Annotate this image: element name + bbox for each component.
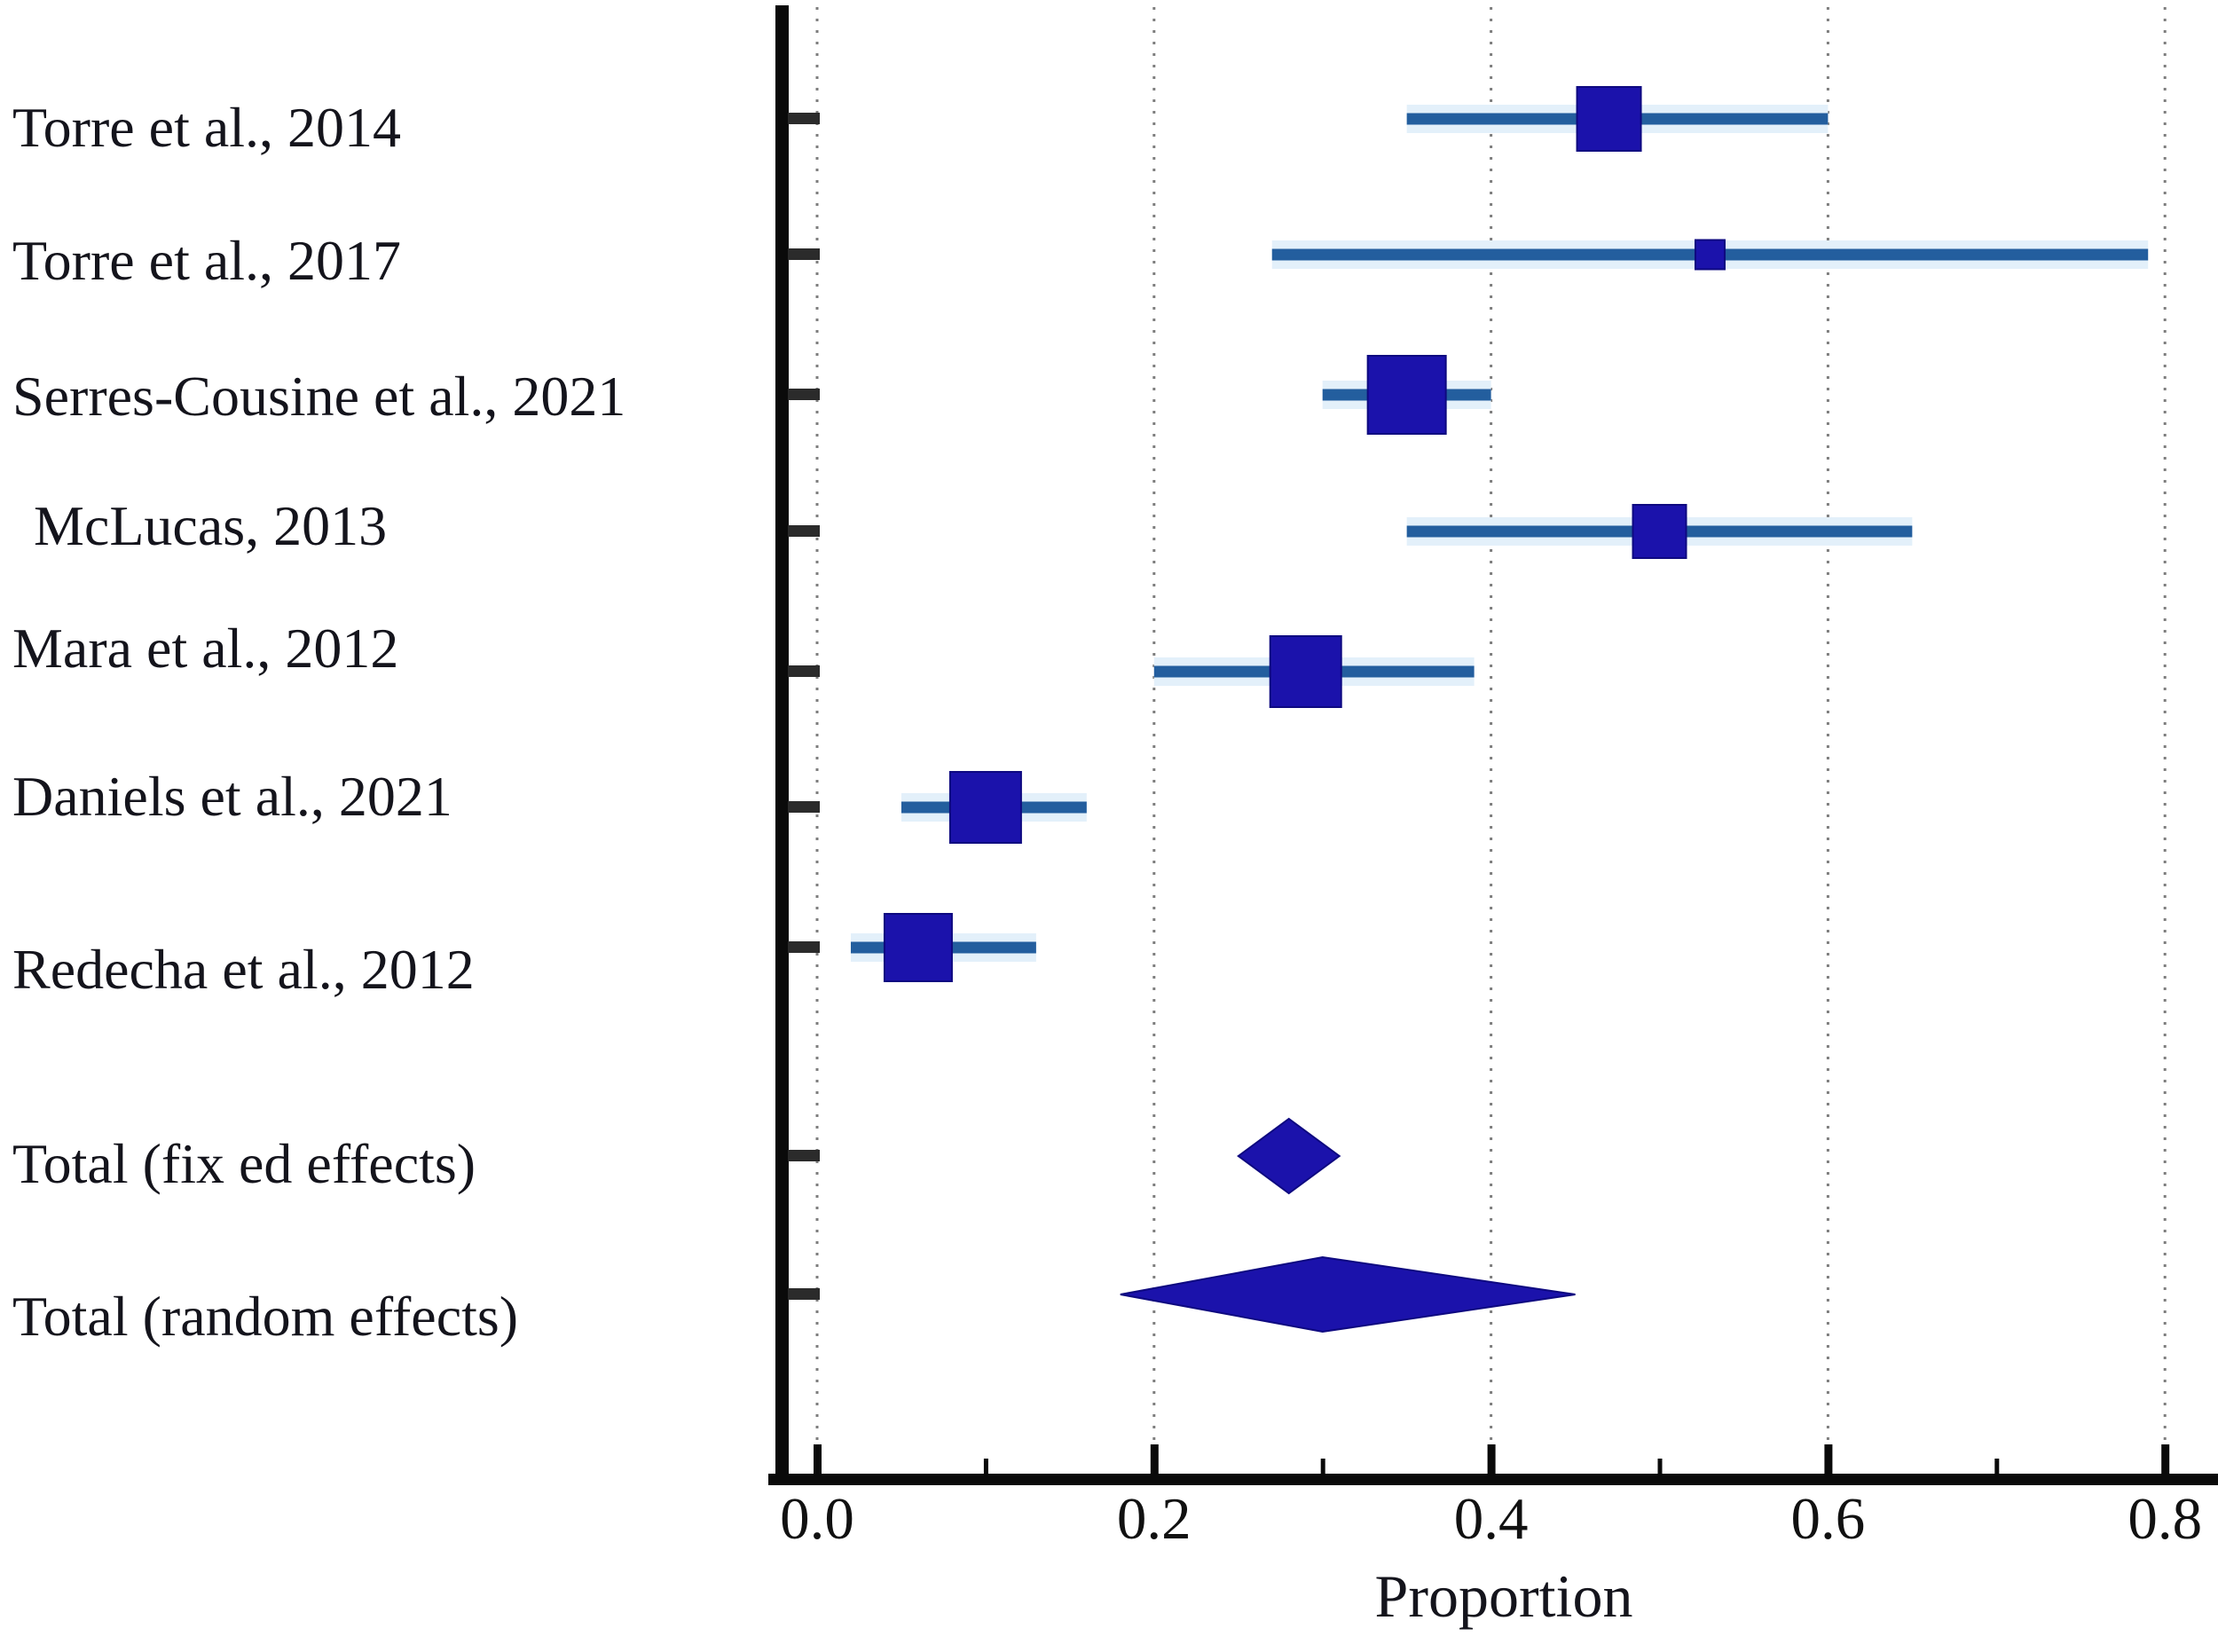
y-axis-row-tick-5: [788, 801, 820, 813]
study-row-4: [1153, 635, 1475, 708]
study-row-5: [901, 771, 1087, 844]
study-row-3: [1406, 504, 1913, 559]
estimate-square: [1694, 239, 1726, 271]
axes-group: [768, 5, 2218, 1485]
summary-diamond-0: [1237, 1117, 1341, 1195]
estimate-square: [1366, 355, 1447, 435]
x-major-tick-0: [814, 1444, 822, 1474]
x-axis-spine: [768, 1474, 2218, 1485]
estimate-square: [1576, 86, 1642, 152]
x-major-tick-0.8: [2161, 1444, 2170, 1474]
study-row-1: [1271, 239, 2149, 271]
study-label-0: Torre et al., 2014: [12, 96, 401, 159]
y-axis-row-tick-7: [788, 1150, 820, 1161]
x-minor-tick-0.3: [1320, 1459, 1325, 1474]
x-tick-label-0.2: 0.2: [1117, 1486, 1192, 1552]
x-tick-label-0.8: 0.8: [2128, 1486, 2202, 1552]
study-label-1: Torre et al., 2017: [12, 229, 401, 292]
y-axis-spine: [775, 5, 789, 1485]
x-minor-tick-0.1: [983, 1459, 988, 1474]
x-axis-title: Proportion: [1375, 1562, 1633, 1630]
x-minor-tick-0.5: [1657, 1459, 1663, 1474]
study-label-6: Redecha et al., 2012: [12, 938, 475, 1001]
summary-diamond-1: [1120, 1255, 1576, 1333]
x-major-tick-0.2: [1150, 1444, 1159, 1474]
labels-group: 0.0 0.2 0.4 0.6 0.8 Torre et al., 2014 Torre e…: [12, 96, 2202, 1552]
y-axis-row-tick-0: [788, 113, 820, 124]
study-row-0: [1406, 86, 1829, 152]
y-axis-row-tick-3: [788, 525, 820, 537]
total-label-0: Total (fix ed effects): [12, 1132, 476, 1195]
estimate-square: [883, 913, 953, 982]
markers-group: [850, 86, 2149, 1333]
x-major-tick-0.4: [1487, 1444, 1496, 1474]
estimate-square: [1632, 504, 1687, 559]
study-row-2: [1322, 355, 1491, 435]
total-label-1: Total (random effects): [12, 1285, 518, 1348]
gridlines-group: [815, 7, 2167, 1474]
y-axis-row-tick-1: [788, 248, 820, 260]
estimate-square: [1269, 635, 1342, 708]
y-axis-row-tick-2: [788, 389, 820, 400]
study-label-3: McLucas, 2013: [34, 494, 387, 557]
x-tick-label-0.6: 0.6: [1791, 1486, 1866, 1552]
study-label-4: Mara et al., 2012: [12, 617, 398, 680]
x-tick-label-0.4: 0.4: [1454, 1486, 1529, 1552]
x-minor-tick-0.7: [1994, 1459, 2000, 1474]
x-tick-label-0.0: 0.0: [780, 1486, 854, 1552]
study-label-5: Daniels et al., 2021: [12, 765, 452, 828]
study-row-6: [850, 913, 1036, 982]
y-axis-row-tick-4: [788, 665, 820, 677]
study-label-2: Serres-Cousine et al., 2021: [12, 365, 625, 428]
x-major-tick-0.6: [1824, 1444, 1833, 1474]
y-axis-row-tick-6: [788, 941, 820, 953]
y-axis-row-tick-8: [788, 1288, 820, 1300]
estimate-square: [948, 771, 1022, 844]
